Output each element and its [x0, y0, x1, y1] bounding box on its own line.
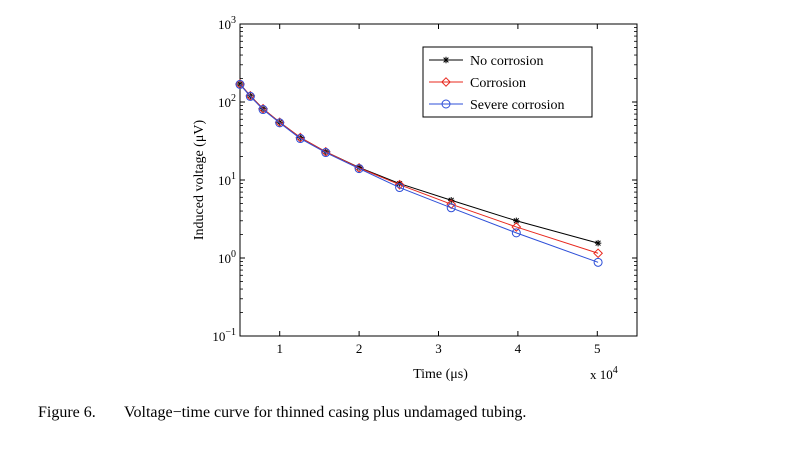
data-point [441, 99, 451, 109]
data-point [442, 56, 450, 64]
y-tick-label: 100 [218, 249, 236, 266]
data-point [354, 162, 365, 173]
figure-caption: Figure 6. Voltage−time curve for thinned … [38, 404, 526, 422]
star-stroke [443, 57, 449, 63]
data-point [446, 203, 456, 213]
data-point [446, 199, 457, 210]
data-point [511, 228, 521, 238]
data-point [394, 179, 405, 190]
x-tick-label: 5 [594, 341, 601, 356]
x-axis-label: Time (μs) [413, 367, 468, 382]
data-point [295, 134, 305, 144]
figure-caption-text: Voltage−time curve for thinned casing pl… [124, 404, 527, 421]
x-tick-label: 2 [356, 341, 363, 356]
data-point [320, 146, 331, 157]
x-multiplier-label: x 104 [590, 365, 618, 382]
x-tick-label: 1 [276, 341, 283, 356]
y-axis-label: Induced voltage (μV) [192, 120, 207, 241]
data-point [354, 164, 364, 174]
data-point [245, 91, 255, 101]
data-point [511, 222, 522, 232]
x-tick-label: 3 [435, 341, 442, 356]
plot-layer: 1 2 3 4 5 10−1 100 101 102 103 Time (μs) Induced vo… [192, 15, 638, 382]
figure-number: Figure 6. [38, 404, 96, 421]
data-point [321, 148, 331, 158]
star-stroke [513, 218, 520, 224]
legend: No corrosion Corrosion Severe corrosion [422, 46, 593, 118]
y-tick-label: 103 [218, 15, 236, 32]
data-point [593, 257, 603, 267]
legend-entry: No corrosion [429, 54, 544, 69]
y-tick-label: 101 [218, 171, 236, 188]
y-tick-label: 10−1 [212, 327, 236, 344]
data-point [235, 79, 245, 89]
series-1 [235, 79, 604, 259]
y-tick-label: 102 [218, 93, 236, 110]
series-2 [235, 79, 603, 267]
data-point [594, 239, 602, 247]
legend-label: Severe corrosion [470, 98, 564, 113]
data-point [258, 105, 268, 115]
legend-entry: Severe corrosion [429, 98, 564, 113]
series-line [239, 84, 599, 263]
series-line [239, 83, 599, 254]
legend-label: Corrosion [470, 76, 526, 91]
x-tick-label: 4 [515, 341, 522, 356]
data-point [395, 183, 405, 193]
voltage-time-chart: 1 2 3 4 5 10−1 100 101 102 103 Time (μs) Induced vo… [192, 15, 638, 382]
data-point [441, 77, 451, 87]
legend-label: No corrosion [470, 54, 544, 69]
star-stroke [595, 240, 601, 246]
data-point [275, 118, 285, 128]
legend-entry: Corrosion [429, 76, 526, 91]
data-point [593, 248, 604, 259]
